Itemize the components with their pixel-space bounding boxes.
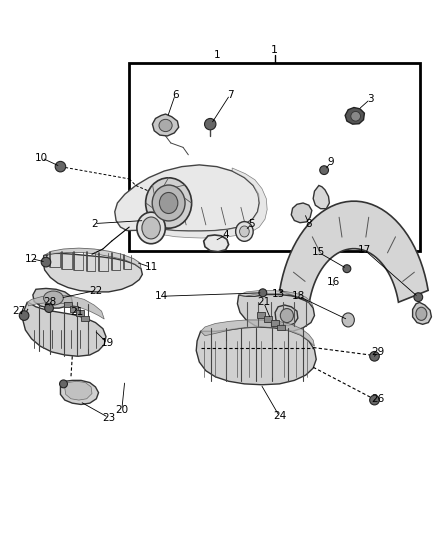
Polygon shape — [65, 381, 92, 400]
Text: 23: 23 — [102, 413, 115, 423]
Bar — [70, 306, 78, 312]
Ellipse shape — [159, 192, 178, 214]
Text: 18: 18 — [292, 291, 305, 301]
Text: 17: 17 — [358, 245, 371, 255]
Polygon shape — [201, 320, 314, 346]
Polygon shape — [239, 290, 313, 307]
Bar — [76, 310, 84, 316]
Ellipse shape — [343, 265, 351, 273]
Polygon shape — [33, 288, 72, 308]
Ellipse shape — [45, 304, 53, 312]
Text: 28: 28 — [44, 297, 57, 308]
Polygon shape — [60, 381, 99, 405]
Text: 21: 21 — [257, 297, 270, 308]
Ellipse shape — [280, 309, 293, 322]
Polygon shape — [413, 302, 431, 324]
Text: 5: 5 — [248, 219, 255, 229]
Text: 10: 10 — [35, 153, 48, 163]
Ellipse shape — [416, 307, 427, 320]
Polygon shape — [27, 295, 104, 319]
Bar — [64, 302, 72, 307]
Polygon shape — [196, 327, 316, 385]
Bar — [81, 316, 89, 321]
Text: 6: 6 — [172, 90, 179, 100]
Text: 19: 19 — [101, 338, 114, 348]
Polygon shape — [237, 295, 314, 332]
Polygon shape — [115, 165, 259, 231]
Text: 12: 12 — [25, 254, 38, 264]
Text: 1: 1 — [213, 51, 220, 60]
Polygon shape — [275, 305, 298, 326]
Text: 24: 24 — [273, 411, 286, 421]
Text: 8: 8 — [305, 219, 312, 229]
Ellipse shape — [44, 291, 63, 305]
Text: 14: 14 — [155, 291, 168, 301]
Bar — [264, 316, 272, 322]
Ellipse shape — [19, 311, 29, 320]
Text: 20: 20 — [115, 405, 128, 415]
Text: 22: 22 — [89, 286, 102, 296]
Ellipse shape — [41, 257, 51, 267]
Bar — [277, 325, 285, 330]
Text: 15: 15 — [312, 247, 325, 257]
Ellipse shape — [370, 351, 379, 361]
Ellipse shape — [159, 119, 172, 132]
Text: 21: 21 — [70, 308, 83, 318]
Ellipse shape — [351, 111, 360, 121]
Polygon shape — [23, 302, 106, 356]
Ellipse shape — [240, 226, 249, 237]
Text: 13: 13 — [272, 289, 285, 298]
Ellipse shape — [55, 161, 66, 172]
Ellipse shape — [236, 222, 253, 241]
Polygon shape — [152, 114, 179, 136]
Text: 2: 2 — [91, 219, 98, 229]
Text: 26: 26 — [371, 394, 384, 404]
Ellipse shape — [370, 395, 379, 405]
Ellipse shape — [137, 212, 166, 244]
Text: 11: 11 — [145, 262, 158, 272]
Polygon shape — [313, 185, 329, 209]
Polygon shape — [43, 253, 142, 292]
Bar — [257, 312, 265, 318]
Ellipse shape — [142, 217, 160, 239]
Text: 29: 29 — [371, 347, 384, 357]
Polygon shape — [345, 108, 364, 124]
Ellipse shape — [205, 118, 216, 130]
Text: 4: 4 — [222, 230, 229, 240]
Ellipse shape — [320, 166, 328, 174]
Ellipse shape — [414, 293, 423, 302]
Ellipse shape — [259, 289, 267, 297]
Ellipse shape — [60, 380, 67, 388]
Text: 1: 1 — [271, 45, 278, 55]
Text: 7: 7 — [226, 90, 233, 100]
Polygon shape — [155, 168, 267, 238]
Text: 9: 9 — [327, 157, 334, 167]
Polygon shape — [44, 248, 141, 269]
Polygon shape — [279, 201, 428, 302]
Polygon shape — [291, 203, 312, 223]
Polygon shape — [204, 235, 229, 252]
Text: 3: 3 — [367, 94, 374, 104]
Bar — [271, 320, 279, 326]
Ellipse shape — [342, 313, 354, 327]
Bar — [129, 63, 420, 251]
Text: 16: 16 — [327, 277, 340, 287]
Ellipse shape — [152, 185, 185, 221]
Text: 27: 27 — [12, 306, 25, 316]
Ellipse shape — [145, 178, 192, 228]
